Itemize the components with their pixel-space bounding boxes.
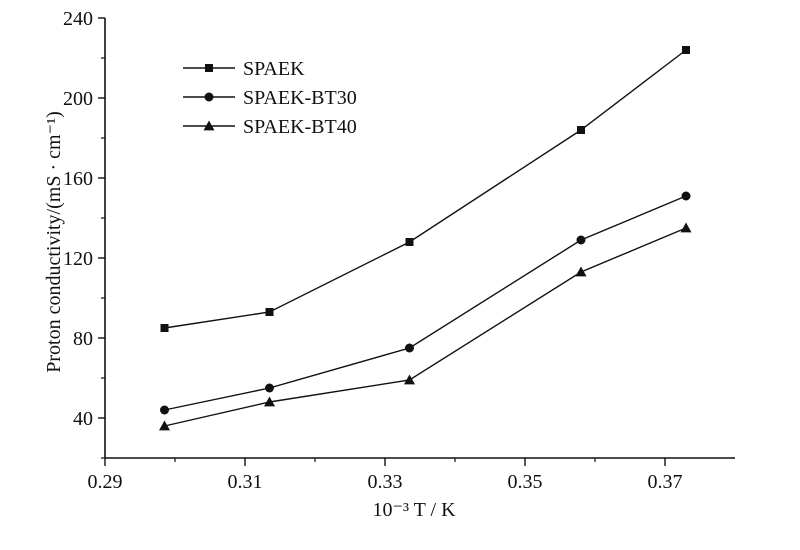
- legend-item-spaek-bt30: SPAEK-BT30: [183, 87, 357, 109]
- x-tick-label: 0.29: [88, 471, 123, 493]
- data-point-spaek: [265, 308, 274, 316]
- y-tick-label: 200: [63, 88, 93, 110]
- x-tick-label: 0.33: [368, 471, 403, 493]
- legend-label: SPAEK-BT40: [243, 116, 357, 138]
- data-point-spaek-bt30: [576, 235, 586, 245]
- data-point-spaek-bt30: [160, 405, 169, 415]
- axes: [104, 18, 735, 459]
- data-point-spaek-bt40: [159, 420, 170, 431]
- x-tick-label: 0.31: [228, 471, 263, 493]
- x-tick-label: 0.37: [648, 471, 683, 493]
- legend-marker: [204, 92, 214, 102]
- legend: SPAEK SPAEK-BT30 SPAEK-BT40: [183, 58, 357, 138]
- y-tick-label: 120: [63, 248, 93, 270]
- data-point-spaek: [682, 46, 690, 54]
- y-tick-label: 160: [63, 168, 93, 190]
- data-point-spaek-bt30: [265, 383, 274, 393]
- legend-item-spaek: SPAEK: [183, 58, 305, 80]
- legend-label: SPAEK-BT30: [243, 87, 357, 109]
- x-tick-label: 0.35: [508, 471, 543, 493]
- series-line-spaek-bt40: [164, 227, 687, 427]
- data-point-spaek-bt40: [680, 222, 692, 233]
- data-point-spaek-bt40: [404, 374, 415, 385]
- data-point-spaek: [405, 238, 414, 246]
- data-point-spaek-bt30: [681, 191, 691, 201]
- data-point-spaek: [160, 324, 169, 332]
- series-spaek-bt30: [160, 191, 691, 415]
- y-tick-label: 240: [63, 8, 93, 30]
- data-point-spaek-bt30: [405, 343, 414, 353]
- y-tick-label: 80: [73, 328, 93, 350]
- series-spaek-bt40: [159, 222, 692, 431]
- data-point-spaek: [577, 126, 585, 134]
- y-tick-label: 40: [73, 408, 93, 430]
- series-spaek: [160, 46, 690, 332]
- y-axis-title: Proton conductivity/(mS · cm⁻¹): [43, 111, 65, 373]
- legend-item-spaek-bt40: SPAEK-BT40: [183, 116, 357, 138]
- legend-label: SPAEK: [243, 58, 305, 80]
- legend-marker: [205, 64, 213, 72]
- x-axis-title: 10⁻³ T / K: [372, 499, 456, 521]
- x-axis-ticks: 0.29 0.31 0.33 0.35 0.37: [88, 458, 683, 493]
- data-point-spaek-bt40: [575, 266, 587, 277]
- legend-marker: [203, 120, 215, 131]
- data-point-spaek-bt40: [264, 396, 275, 407]
- series-layer: [159, 46, 692, 431]
- y-axis-ticks: 40 80 120 160 200 240: [63, 8, 105, 459]
- series-line-spaek-bt30: [164, 195, 687, 411]
